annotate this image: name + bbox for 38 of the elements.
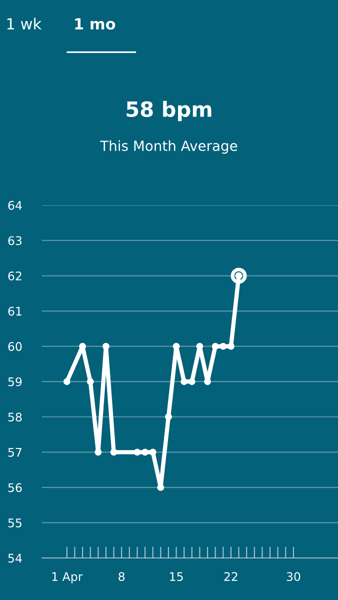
y-tick-label: 54 (8, 554, 22, 563)
point (110, 448, 118, 456)
point (180, 378, 188, 386)
point (134, 448, 141, 456)
y-tick-label: 57 (8, 448, 22, 457)
y-tick-label: 63 (8, 236, 22, 246)
text: 1 wk (7, 18, 42, 30)
y-tick-label: 64 (8, 200, 22, 210)
point (102, 342, 110, 350)
y-tick-label: 60 (8, 342, 22, 351)
point (94, 448, 102, 456)
x-tick-label: 30 (286, 572, 300, 582)
point (228, 342, 234, 350)
point (79, 342, 86, 350)
point (204, 378, 212, 386)
x-tick-label: 15 (170, 572, 183, 582)
point (165, 413, 172, 420)
y-tick-label: 62 (8, 271, 22, 280)
point (63, 378, 70, 386)
point (172, 342, 180, 350)
chart-title: 58 bpm (126, 100, 212, 122)
chart-subtitle: This Month Average (100, 140, 238, 154)
point (86, 378, 94, 386)
text: 1 mo (75, 18, 116, 30)
point (149, 448, 156, 456)
point (188, 378, 196, 386)
point (212, 342, 219, 350)
x-tick-label: 1 Apr (52, 572, 83, 584)
point (142, 448, 149, 456)
x-tick-label: 22 (224, 572, 238, 581)
y-tick-label: 56 (8, 483, 22, 492)
y-tick-label: 58 (8, 412, 22, 422)
point (220, 342, 227, 350)
point (196, 342, 204, 350)
y-tick-label: 61 (8, 306, 22, 316)
y-tick-label: 55 (8, 518, 22, 528)
x-tick-label: 8 (118, 572, 125, 582)
y-tick-label: 59 (8, 377, 22, 386)
